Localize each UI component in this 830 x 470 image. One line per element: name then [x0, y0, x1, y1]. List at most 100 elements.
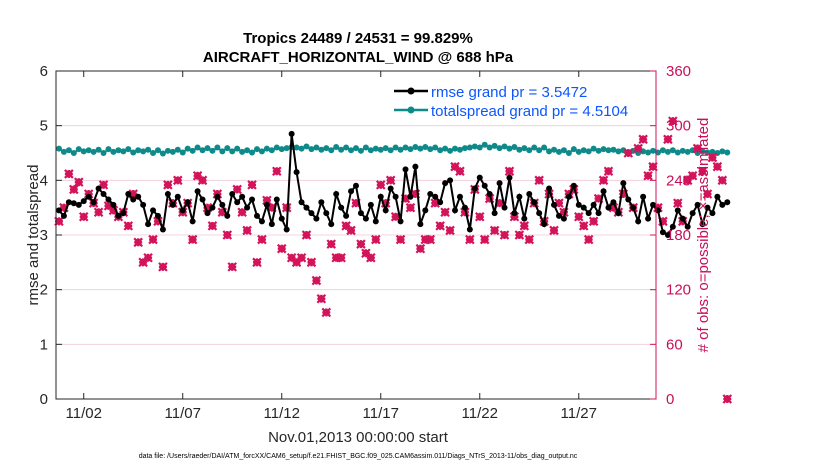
rmse-point — [417, 221, 424, 228]
obs-assimilated-point — [187, 234, 198, 245]
rmse-point — [308, 210, 315, 217]
obs-assimilated-point — [73, 177, 84, 187]
totalspread-point — [521, 145, 528, 152]
rmse-point — [407, 193, 414, 200]
y-tick-label: 2 — [40, 282, 48, 299]
totalspread-point — [476, 144, 483, 151]
obs-assimilated-point — [445, 225, 455, 236]
totalspread-point — [234, 145, 241, 152]
obs-assimilated-point — [489, 225, 500, 236]
obs-assimilated-point — [272, 166, 282, 177]
totalspread-point — [506, 145, 513, 152]
obs-assimilated-point — [276, 243, 287, 254]
obs-assimilated-point — [524, 234, 535, 245]
obs-assimilated-point — [514, 230, 525, 240]
rmse-point — [288, 130, 295, 137]
obs-assimilated-point — [682, 175, 693, 186]
obs-assimilated-point — [321, 307, 332, 318]
obs-assimilated-point — [247, 180, 257, 190]
totalspread-point — [501, 143, 508, 150]
totalspread-point — [298, 145, 305, 152]
totalspread-point — [273, 144, 280, 151]
rmse-point — [65, 199, 72, 206]
totalspread-point — [491, 142, 498, 149]
rmse-point — [575, 201, 582, 208]
obs-assimilated-point — [643, 170, 653, 181]
rmse-point — [244, 204, 251, 211]
totalspread-point — [659, 147, 666, 154]
totalspread-point — [353, 145, 359, 152]
obs-assimilated-point — [519, 221, 530, 231]
obs-assimilated-point — [578, 221, 589, 231]
totalspread-point — [258, 148, 265, 155]
totalspread-point — [447, 147, 454, 154]
x-tick-label: 11/07 — [165, 405, 201, 422]
obs-assimilated-point — [465, 234, 475, 245]
totalspread-point — [145, 146, 152, 153]
obs-assimilated-point — [588, 216, 599, 227]
totalspread-point — [100, 150, 107, 156]
totalspread-point — [377, 146, 384, 153]
totalspread-point — [372, 145, 379, 152]
rmse-point — [258, 218, 265, 225]
totalspread-point — [684, 148, 691, 155]
y2-tick-label: 360 — [666, 63, 691, 80]
totalspread-point — [130, 149, 137, 156]
totalspread-point — [679, 147, 686, 154]
totalspread-point — [348, 147, 355, 154]
rmse-point — [90, 199, 97, 206]
totalspread-point — [338, 146, 345, 153]
rmse-point — [551, 201, 558, 208]
obs-assimilated-point — [148, 234, 158, 245]
y-tick-label: 4 — [40, 172, 48, 189]
obs-assimilated-point — [549, 225, 559, 236]
totalspread-point — [110, 148, 117, 155]
legend-label-rmse: rmse grand pr = 3.5472 — [431, 84, 587, 101]
totalspread-point — [531, 144, 538, 151]
x-tick-label: 11/22 — [462, 405, 498, 422]
rmse-point — [253, 212, 260, 219]
totalspread-point — [95, 146, 102, 153]
rmse-point — [476, 174, 483, 181]
obs-assimilated-point — [64, 169, 74, 179]
totalspread-point — [397, 146, 404, 153]
obs-assimilated-point — [499, 230, 510, 240]
rmse-point — [179, 207, 186, 214]
totalspread-point — [263, 145, 270, 152]
y2-tick-label: 180 — [666, 227, 691, 244]
rmse-point — [674, 207, 681, 214]
obs-assimilated-point — [692, 143, 703, 154]
rmse-point — [709, 210, 716, 217]
totalspread-point — [546, 148, 553, 155]
y-tick-label: 0 — [40, 391, 48, 408]
totalspread-point — [516, 146, 523, 153]
obs-assimilated-point — [707, 152, 718, 163]
obs-assimilated-point — [222, 230, 233, 240]
obs-assimilated-point — [455, 166, 465, 177]
obs-assimilated-point — [173, 175, 183, 186]
totalspread-point — [214, 144, 221, 151]
obs-assimilated-point — [603, 166, 614, 177]
rmse-point — [353, 182, 359, 189]
obs-assimilated-point — [316, 293, 327, 304]
y2-tick-label: 60 — [666, 336, 683, 353]
obs-assimilated-point — [583, 234, 594, 245]
totalspread-point — [367, 147, 374, 154]
rmse-point — [100, 191, 107, 197]
totalspread-point — [417, 145, 424, 152]
obs-assimilated-point — [395, 234, 406, 245]
rmse-point — [570, 182, 577, 189]
rmse-point — [531, 199, 538, 206]
obs-assimilated-point — [687, 170, 698, 181]
totalspread-point — [422, 143, 429, 150]
rmse-point — [357, 210, 364, 217]
obs-assimilated-point — [242, 225, 252, 236]
rmse-point — [159, 226, 166, 233]
totalspread-point — [605, 147, 612, 154]
rmse-point — [645, 215, 652, 222]
totalspread-point — [199, 147, 206, 154]
totalspread-point — [590, 145, 597, 152]
obs-assimilated-point — [346, 225, 356, 236]
totalspread-point — [471, 143, 478, 150]
obs-assimilated-point — [158, 262, 168, 272]
